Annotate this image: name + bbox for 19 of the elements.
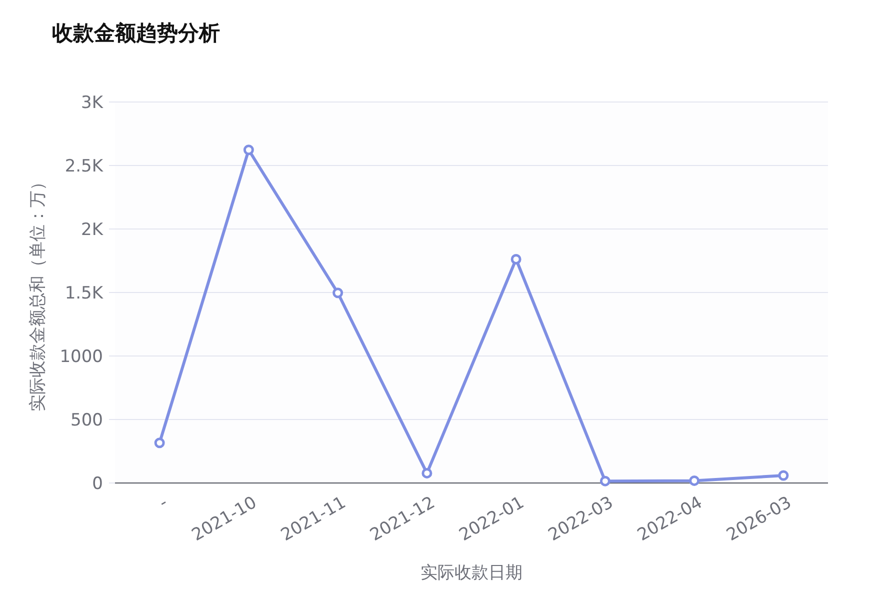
point xyxy=(154,438,165,448)
y-tick-label: 2.5K xyxy=(64,156,104,176)
y-tick-label: 3K xyxy=(81,93,104,113)
y-axis-title: 实际收款金额总和（单位：万） xyxy=(28,174,48,412)
y-tick-label: 2K xyxy=(81,220,104,240)
point xyxy=(600,476,610,486)
x-tick-label: - xyxy=(156,492,172,514)
point xyxy=(510,254,522,264)
y-tick-label: 500 xyxy=(70,410,103,430)
chart-title: 收款金额趋势分析 xyxy=(52,21,220,45)
point xyxy=(243,144,254,156)
point xyxy=(689,475,700,486)
point xyxy=(332,288,344,298)
y-tick-label: 1.5K xyxy=(64,284,104,304)
point xyxy=(778,470,789,481)
y-tick-label: 1000 xyxy=(60,347,103,367)
x-axis-title: 实际收款日期 xyxy=(420,563,522,583)
y-tick-label: 0 xyxy=(92,474,103,494)
point xyxy=(422,468,432,478)
